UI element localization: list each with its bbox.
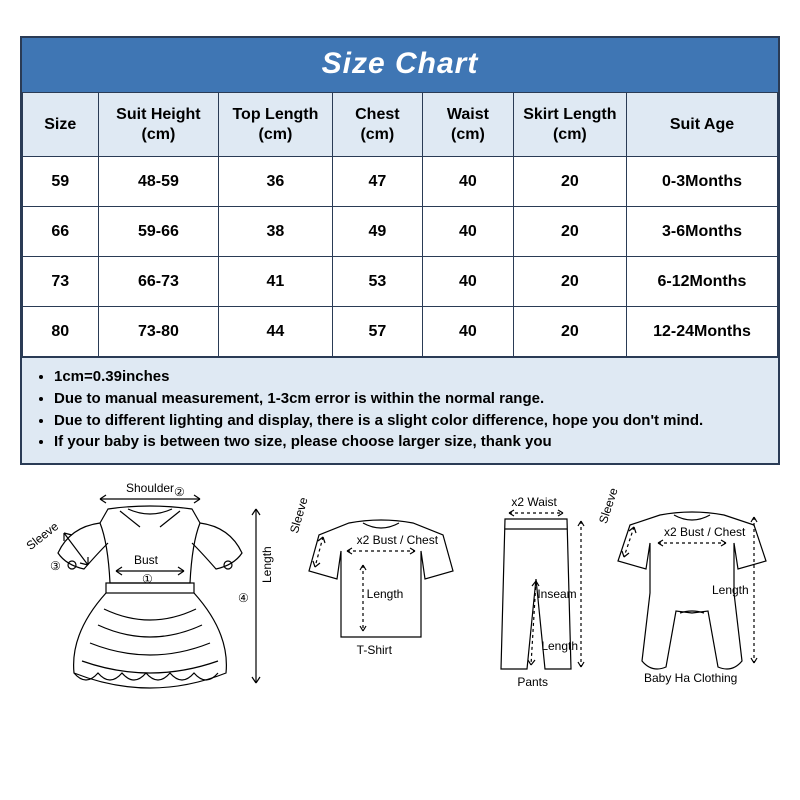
table-cell: 73	[23, 257, 99, 307]
table-cell: 73-80	[98, 307, 219, 357]
table-cell: 44	[219, 307, 332, 357]
romper-length-label: Length	[712, 583, 749, 597]
table-row: 7366-73415340206-12Months	[23, 257, 778, 307]
table-row: 6659-66384940203-6Months	[23, 207, 778, 257]
table-cell: 12-24Months	[626, 307, 777, 357]
notes-list: 1cm=0.39inchesDue to manual measurement,…	[36, 366, 768, 453]
table-cell: 59	[23, 157, 99, 207]
notes-section: 1cm=0.39inchesDue to manual measurement,…	[22, 357, 778, 463]
header-row: SizeSuit Height(cm)Top Length(cm)Chest(c…	[23, 93, 778, 157]
pants-length-label: Length	[541, 639, 578, 653]
diagram-row: Shoulder ② Sleeve ③ Bust ① Length ④ Slee…	[20, 483, 780, 743]
chart-title: Size Chart	[22, 38, 778, 92]
table-cell: 20	[513, 207, 626, 257]
table-cell: 6-12Months	[626, 257, 777, 307]
table-cell: 53	[332, 257, 423, 307]
romper-name-label: Baby Ha Clothing	[644, 671, 737, 685]
table-cell: 80	[23, 307, 99, 357]
dress-bust-num: ①	[142, 572, 153, 586]
table-cell: 48-59	[98, 157, 219, 207]
col-header: Top Length(cm)	[219, 93, 332, 157]
tshirt-length-label: Length	[367, 587, 404, 601]
table-cell: 20	[513, 257, 626, 307]
diagram-dress: Shoulder ② Sleeve ③ Bust ① Length ④	[20, 483, 280, 723]
table-cell: 41	[219, 257, 332, 307]
diagram-tshirt: Sleeve x2 Bust / Chest Length T-Shirt	[293, 509, 469, 679]
note-item: Due to different lighting and display, t…	[54, 410, 768, 432]
pants-waist-label: x2 Waist	[511, 495, 557, 509]
note-item: 1cm=0.39inches	[54, 366, 768, 388]
col-header: Size	[23, 93, 99, 157]
table-cell: 47	[332, 157, 423, 207]
pants-inseam-label: Inseam	[537, 587, 576, 601]
size-table: SizeSuit Height(cm)Top Length(cm)Chest(c…	[22, 92, 778, 357]
size-chart: Size Chart SizeSuit Height(cm)Top Length…	[20, 36, 780, 465]
table-cell: 38	[219, 207, 332, 257]
table-cell: 40	[423, 207, 514, 257]
table-cell: 20	[513, 157, 626, 207]
diagram-romper: Sleeve x2 Bust / Chest Length Baby Ha Cl…	[604, 501, 780, 701]
dress-bust-label: Bust	[134, 553, 158, 567]
note-item: If your baby is between two size, please…	[54, 431, 768, 453]
table-row: 5948-59364740200-3Months	[23, 157, 778, 207]
table-cell: 3-6Months	[626, 207, 777, 257]
col-header: Skirt Length(cm)	[513, 93, 626, 157]
dress-sleeve-num: ③	[50, 559, 61, 573]
table-cell: 0-3Months	[626, 157, 777, 207]
table-cell: 36	[219, 157, 332, 207]
tshirt-name-label: T-Shirt	[357, 643, 392, 657]
dress-length-num: ④	[238, 591, 249, 605]
table-cell: 49	[332, 207, 423, 257]
table-cell: 40	[423, 257, 514, 307]
dress-shoulder-label: Shoulder	[126, 481, 174, 495]
table-row: 8073-804457402012-24Months	[23, 307, 778, 357]
col-header: Waist(cm)	[423, 93, 514, 157]
dress-length-label: Length	[260, 546, 274, 583]
table-cell: 40	[423, 307, 514, 357]
dress-shoulder-num: ②	[174, 485, 185, 499]
note-item: Due to manual measurement, 1-3cm error i…	[54, 388, 768, 410]
table-cell: 66	[23, 207, 99, 257]
col-header: Suit Height(cm)	[98, 93, 219, 157]
diagram-pants: x2 Waist Inseam Length Pants	[481, 509, 591, 709]
col-header: Chest(cm)	[332, 93, 423, 157]
table-cell: 57	[332, 307, 423, 357]
pants-name-label: Pants	[517, 675, 548, 689]
table-cell: 40	[423, 157, 514, 207]
col-header: Suit Age	[626, 93, 777, 157]
table-cell: 66-73	[98, 257, 219, 307]
table-cell: 20	[513, 307, 626, 357]
romper-bust-label: x2 Bust / Chest	[664, 525, 745, 539]
table-cell: 59-66	[98, 207, 219, 257]
table-body: 5948-59364740200-3Months6659-66384940203…	[23, 157, 778, 357]
tshirt-bust-label: x2 Bust / Chest	[357, 533, 438, 547]
